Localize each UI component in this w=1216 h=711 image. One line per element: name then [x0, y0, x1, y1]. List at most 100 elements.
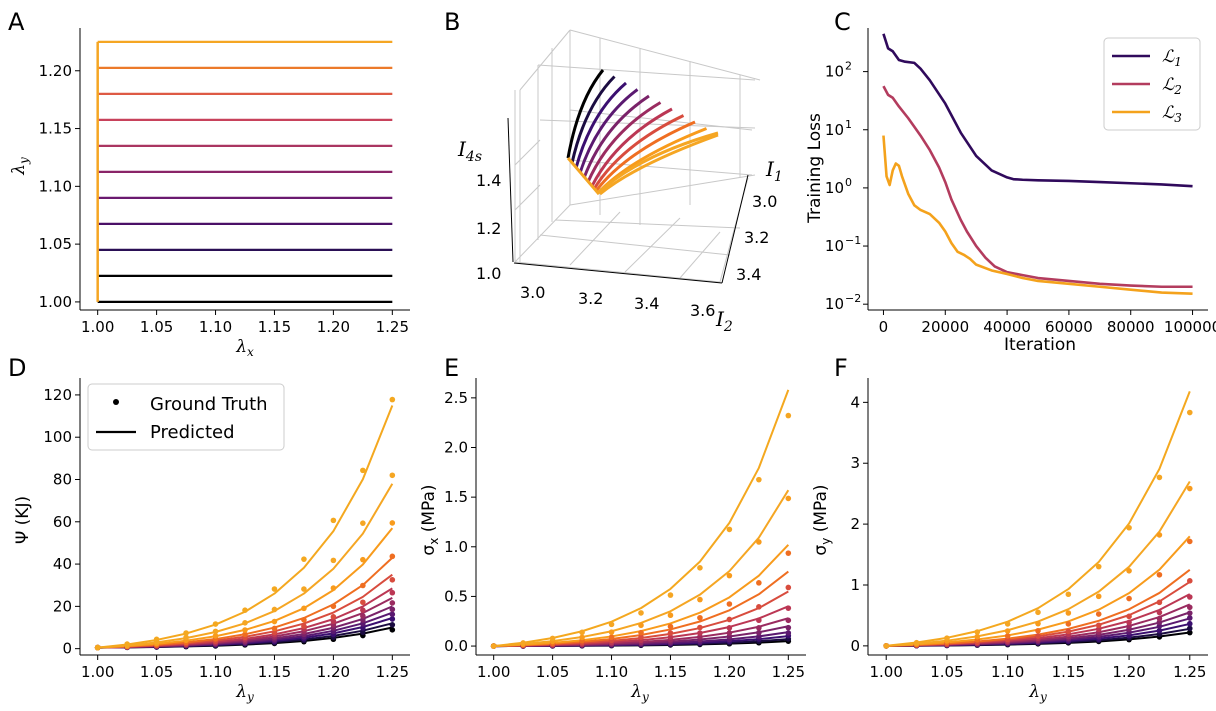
chart-f-gt-point	[1126, 568, 1132, 574]
chart-e-xtick-label: 1.15	[654, 663, 687, 681]
chart-c-series-line	[882, 135, 1193, 296]
chart-b-curve	[574, 81, 627, 169]
chart-f-gt-point	[1035, 627, 1041, 634]
chart-f-gt-point	[1126, 595, 1132, 602]
chart-b-xlabel: I2	[715, 307, 733, 335]
chart-f-xtick-label: 1.15	[1052, 663, 1085, 681]
chart-e-gt-point	[785, 495, 792, 502]
chart-e-ylabel: σx (MPa)	[419, 484, 441, 555]
chart-e-gt-point	[667, 623, 674, 630]
chart-e-xtick-label: 1.00	[477, 663, 510, 681]
chart-e-gt-point	[608, 621, 615, 628]
chart-e-gt-point	[726, 616, 733, 623]
chart-f-gt-point	[1156, 623, 1163, 629]
chart-f-gt-point	[1095, 593, 1102, 600]
chart-d-legend-dot	[113, 399, 119, 405]
chart-d-gt-point	[301, 605, 307, 612]
panel-label-e: E	[444, 354, 459, 382]
chart-b-xtick-label: 3.2	[578, 289, 603, 308]
chart-d-gt-point	[360, 467, 366, 474]
chart-e-gt-point	[579, 634, 585, 641]
chart-f-gt-point	[1126, 619, 1132, 626]
chart-d-xtick-label: 1.20	[317, 663, 350, 681]
chart-b-ytick-label: 3.2	[744, 228, 769, 247]
chart-d-gt-point	[330, 517, 337, 524]
chart-d-gt-point	[183, 630, 189, 636]
chart-f-xtick-label: 1.00	[870, 663, 903, 681]
chart-e-gt-point	[785, 584, 792, 591]
chart-f-gt-point	[1035, 609, 1041, 616]
chart-d-gt-point	[360, 582, 366, 589]
chart-f-gt-point	[1065, 591, 1072, 598]
chart-b-curve	[578, 88, 639, 174]
chart-a-ylabel: λy	[9, 157, 31, 176]
chart-b-zlabel: I4s	[457, 137, 482, 165]
chart-d-gt-point	[212, 633, 219, 639]
chart-d-legend-box	[87, 383, 285, 451]
chart-d-ytick-label: 80	[53, 470, 72, 488]
chart-a-ytick-label: 1.05	[39, 235, 72, 253]
chart-b-ztick-label: 1.4	[476, 171, 501, 190]
chart-d-ytick-label: 0	[62, 640, 72, 658]
chart-d-ytick-label: 120	[43, 386, 72, 404]
chart-f-gt-point	[1186, 620, 1193, 627]
chart-e-gt-point	[756, 629, 762, 636]
chart-c-xtick-label: 60000	[1045, 318, 1093, 336]
chart-f-gt-point	[1186, 625, 1193, 632]
chart-f-gt-point	[1186, 485, 1193, 492]
chart-c-xtick-label: 80000	[1107, 318, 1155, 336]
chart-a: λy λx 1.00 1.05 1.10 1.15 1.20 1.25 1.00 1.05 1.…	[9, 28, 410, 359]
chart-a-ytick-label: 1.10	[39, 177, 72, 195]
chart-a-xtick-label: 1.15	[258, 318, 291, 336]
chart-f-ytick-label: 4	[850, 393, 860, 411]
chart-b-xtick-label: 3.6	[690, 301, 715, 320]
chart-a-xtick-label: 1.25	[376, 318, 409, 336]
chart-d-gt-point	[94, 644, 101, 651]
chart-d-gt-point	[153, 636, 160, 643]
chart-f-gt-point	[1156, 599, 1163, 606]
chart-d-gt-point	[389, 600, 396, 606]
chart-e-gt-point	[697, 564, 703, 571]
chart-f-gt-point	[974, 629, 981, 635]
chart-d-gt-point	[360, 629, 366, 636]
chart-f-xtick-label: 1.05	[930, 663, 963, 681]
chart-f-xtick-label: 1.25	[1173, 663, 1206, 681]
chart-d-gt-point	[389, 520, 396, 526]
chart-d-gt-point	[301, 623, 307, 629]
chart-d-ylabel: Ψ (KJ)	[13, 496, 33, 544]
chart-e-gt-point	[785, 624, 792, 631]
chart-f-gt-point	[1186, 629, 1193, 636]
chart-e-gt-point	[549, 635, 556, 642]
chart-d-gt-point	[360, 625, 366, 631]
chart-e-gt-point	[726, 630, 733, 636]
chart-f-gt-point	[1035, 620, 1041, 627]
chart-e-gt-point	[756, 617, 762, 624]
chart-e: σx (MPa) λy 1.00 1.05 1.10 1.15 1.20 1.25 0.0 0…	[419, 378, 806, 704]
chart-d-gt-point	[124, 641, 130, 647]
chart-c-ytick-exponent: 2	[845, 60, 852, 73]
chart-e-xtick-label: 1.25	[772, 663, 805, 681]
chart-c-ytick-label: 10	[825, 121, 844, 139]
chart-e-gt-point	[638, 629, 644, 636]
chart-b-curve	[599, 133, 719, 196]
chart-a-ytick-label: 1.00	[39, 293, 72, 311]
chart-f-xtick-label: 1.20	[1112, 663, 1145, 681]
chart-d-xtick-label: 1.15	[258, 663, 291, 681]
chart-c-series-line	[882, 33, 1193, 188]
chart-d-gt-point	[271, 606, 278, 613]
chart-d-gt-point	[242, 627, 248, 633]
chart-f-gt-point	[1065, 621, 1072, 627]
chart-f-gt-point	[1156, 532, 1163, 538]
chart-d-gt-point	[271, 586, 278, 592]
chart-c-ytick-exponent: −2	[845, 292, 861, 305]
chart-b-curve	[594, 120, 696, 192]
chart-f-gt-point	[1065, 628, 1072, 635]
chart-f-gt-point	[1156, 627, 1163, 634]
chart-d-gt-point	[389, 627, 396, 633]
chart-d-ytick-label: 60	[53, 513, 72, 531]
chart-e-gt-point	[785, 550, 792, 556]
chart-c-ytick-exponent: 0	[845, 176, 852, 189]
chart-c-ytick-label: 10	[825, 179, 844, 197]
chart-c-ytick-exponent: 1	[845, 118, 852, 131]
chart-c-legend-box	[1103, 37, 1201, 131]
